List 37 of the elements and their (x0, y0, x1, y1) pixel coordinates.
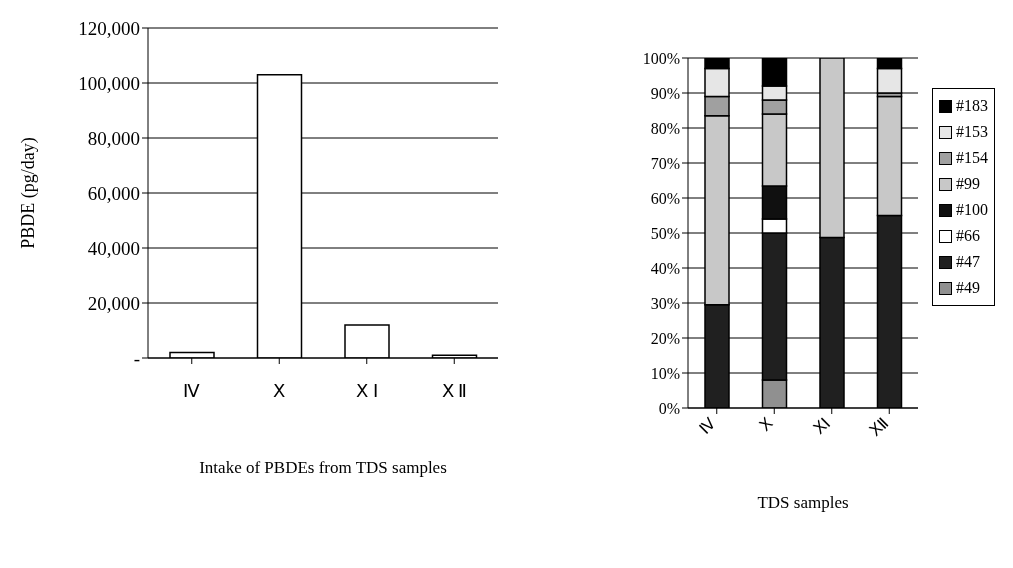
y-tick-label: 40% (650, 259, 680, 277)
y-tick-label: 60% (650, 189, 680, 207)
legend-label: #66 (956, 227, 980, 245)
y-tick-label: 80,000 (87, 127, 140, 149)
x-axis-title: Intake of PBDEs from TDS samples (199, 458, 447, 477)
legend-label: #100 (956, 201, 988, 219)
y-tick-label: 80% (650, 119, 680, 137)
x-tick-label: ⅩⅠ (810, 414, 834, 438)
y-tick-label: 0% (658, 399, 680, 417)
legend-label: #183 (956, 97, 988, 115)
x-tick-label: ⅩⅡ (865, 414, 892, 440)
y-tick-label: 20% (650, 329, 680, 347)
y-tick-label: 10% (650, 364, 680, 382)
x-tick-label: Ⅹ (273, 380, 286, 401)
x-tick-label: Ⅳ (183, 380, 201, 401)
legend-label: #47 (956, 253, 980, 271)
y-tick-label: 120,000 (78, 17, 140, 39)
y-tick-label: 100% (642, 49, 680, 67)
y-tick-label: 100,000 (78, 72, 140, 94)
legend-label: #153 (956, 123, 988, 141)
x-tick-label: Ⅹ Ⅱ (441, 380, 467, 401)
y-axis-title: PBDE (pg/day) (18, 137, 40, 249)
legend-label: #99 (956, 175, 980, 193)
x-tick-label: Ⅹ Ⅰ (356, 380, 378, 401)
y-tick-label: 90% (650, 84, 680, 102)
y-tick-label: 40,000 (87, 237, 140, 259)
x-axis-title: TDS samples (757, 493, 849, 512)
y-tick-label: - (133, 347, 140, 369)
y-tick-label: 20,000 (87, 292, 140, 314)
x-tick-label: Ⅳ (696, 414, 719, 437)
legend-label: #154 (956, 149, 988, 167)
y-tick-label: 50% (650, 224, 680, 242)
legend-label: #49 (956, 279, 980, 297)
y-tick-label: 70% (650, 154, 680, 172)
y-tick-label: 60,000 (87, 182, 140, 204)
x-tick-label: Ⅹ (756, 414, 777, 434)
y-tick-label: 30% (650, 294, 680, 312)
